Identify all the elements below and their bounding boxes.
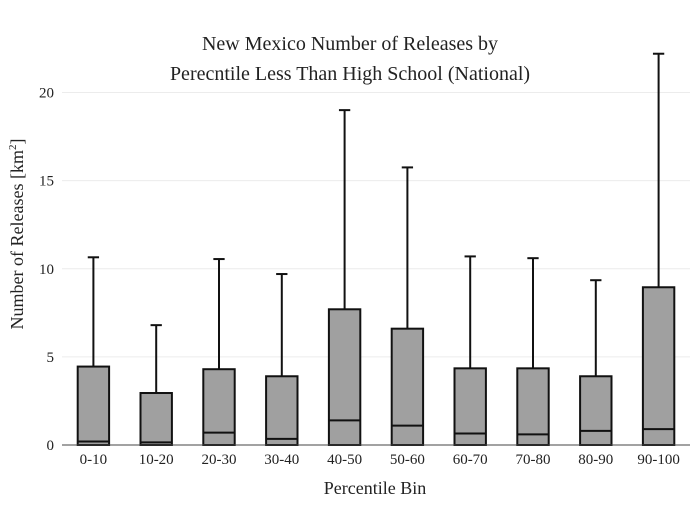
box-body [139, 392, 173, 447]
y-tick-label: 5 [47, 350, 55, 366]
box-70-80 [516, 257, 550, 446]
box-30-40 [265, 273, 299, 447]
box-80-90 [579, 279, 613, 447]
x-tick-label: 0-10 [80, 452, 108, 468]
y-axis-label: Number of Releases [km2] [7, 139, 27, 330]
box-body [327, 308, 362, 446]
box-body [516, 367, 550, 446]
box-body [453, 367, 487, 446]
box-body [76, 365, 111, 447]
box-body [579, 375, 613, 447]
chart-title-line-1: New Mexico Number of Releases by [202, 33, 498, 55]
box-40-50 [327, 109, 362, 446]
x-tick-label: 90-100 [637, 452, 680, 468]
box-body [390, 327, 425, 446]
y-tick-label: 15 [39, 174, 54, 190]
x-tick-label: 10-20 [139, 452, 174, 468]
x-tick-label: 40-50 [327, 452, 362, 468]
box-10-20 [139, 324, 173, 447]
chart-title-line-2: Perecntile Less Than High School (Nation… [170, 63, 530, 85]
x-tick-label: 30-40 [264, 452, 299, 468]
x-tick-label: 20-30 [202, 452, 237, 468]
box-0-10 [76, 256, 111, 447]
grid-lines [62, 92, 690, 358]
x-tick-label: 60-70 [453, 452, 488, 468]
x-tick-label: 70-80 [516, 452, 551, 468]
axes: 0 5 10 15 20 0-10 10-20 20-30 30-40 40-50 50-60 60-… [39, 86, 690, 468]
box-20-30 [202, 258, 236, 446]
x-tick-label: 80-90 [578, 452, 613, 468]
x-tick-label: 50-60 [390, 452, 425, 468]
y-tick-label: 10 [39, 262, 54, 278]
y-tick-label: 0 [47, 438, 55, 454]
box-body [641, 286, 676, 446]
y-axis-label-superscript: 2 [7, 145, 19, 151]
box-50-60 [390, 166, 425, 446]
y-axis-label-main: Number of Releases [km [7, 150, 27, 329]
y-tick-label: 20 [39, 86, 54, 102]
box-60-70 [453, 255, 487, 446]
box-series [76, 52, 676, 447]
box-90-100 [641, 52, 676, 446]
box-body [265, 375, 299, 447]
x-axis-label: Percentile Bin [324, 478, 426, 498]
y-axis-label-close: ] [7, 139, 27, 145]
